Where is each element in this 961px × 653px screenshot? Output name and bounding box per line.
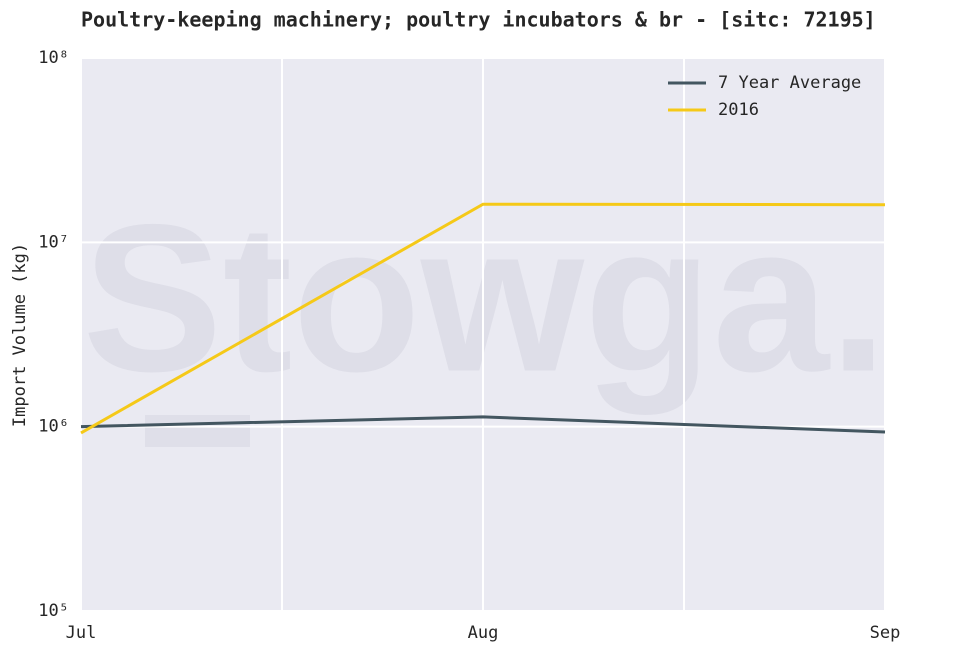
x-tick-label: Jul <box>66 623 97 643</box>
series-line <box>80 415 886 434</box>
y-tick-label: 10⁶ <box>38 417 69 437</box>
watermark-bar <box>145 415 250 447</box>
series-line <box>80 202 886 435</box>
legend-label: 7 Year Average <box>718 73 861 93</box>
y-tick-label: 10⁵ <box>38 601 69 621</box>
x-tick-label: Aug <box>468 623 499 643</box>
chart-title: Poultry-keeping machinery; poultry incub… <box>81 8 876 32</box>
y-tick-label: 10⁸ <box>38 48 69 68</box>
y-tick-label: 10⁷ <box>38 232 69 252</box>
legend-label: 2016 <box>718 100 759 120</box>
x-tick-label: Sep <box>870 623 901 643</box>
y-axis-label: Import Volume (kg) <box>10 243 30 427</box>
watermark: Stowga. <box>82 180 887 415</box>
